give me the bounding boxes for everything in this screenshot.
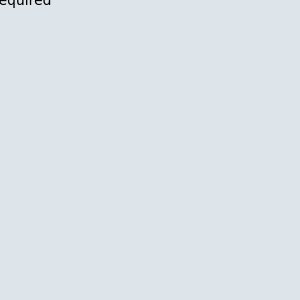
Text: RDKit required: RDKit required — [0, 0, 51, 8]
